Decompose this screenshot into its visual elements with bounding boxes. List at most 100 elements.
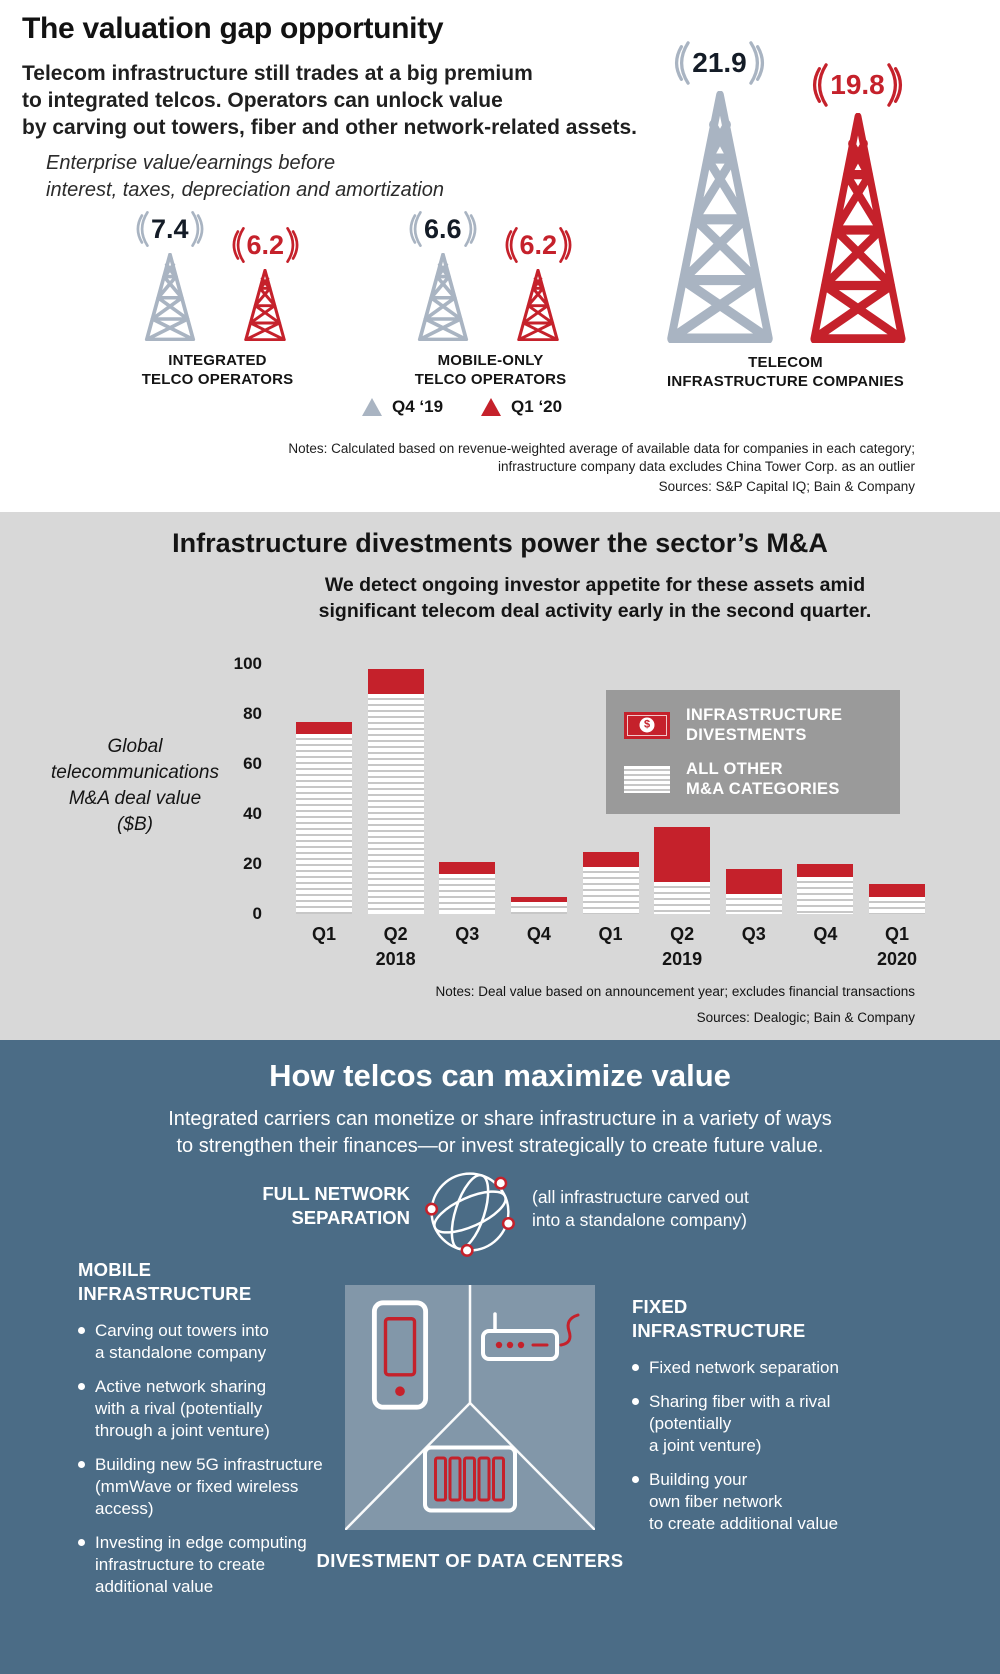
stacked-bar xyxy=(869,884,925,914)
signal-arcs-icon xyxy=(190,211,203,247)
bar-column: Q2 2019 xyxy=(654,664,711,984)
striped-swatch-icon xyxy=(624,765,670,793)
smartphone-icon xyxy=(371,1300,429,1410)
legend-label: Q1 ‘20 xyxy=(511,397,563,416)
column-heading: MOBILE INFRASTRUCTURE xyxy=(78,1259,252,1304)
column-heading: FIXED INFRASTRUCTURE xyxy=(632,1296,806,1341)
legend-label: ALL OTHER M&A CATEGORIES xyxy=(686,760,840,798)
stacked-bar xyxy=(296,721,352,914)
other-ma-segment xyxy=(439,874,496,914)
list-item: Active network sharing with a rival (pot… xyxy=(78,1376,346,1442)
list-item: Investing in edge computing infrastructu… xyxy=(78,1532,346,1598)
signal-arcs-icon xyxy=(887,63,902,107)
chart-legend: INFRASTRUCTURE DIVESTMENTS ALL OTHER M&A… xyxy=(606,690,900,814)
value-label: 6.6 xyxy=(423,213,462,244)
bar-column: Q4 xyxy=(510,664,567,984)
infrastructure-divestments-segment xyxy=(296,721,352,734)
fixed-bullet-list: Fixed network separation Sharing fiber w… xyxy=(632,1357,920,1535)
lattice-tower-icon xyxy=(803,113,913,343)
y-axis-tick: 100 xyxy=(233,654,262,673)
bar-column: Q3 xyxy=(725,664,782,984)
triangle-marker-icon xyxy=(362,398,382,416)
bullet-dot-icon xyxy=(78,1461,85,1468)
year-label: 2020 xyxy=(876,949,918,969)
sources-text: Sources: Dealogic; Bain & Company xyxy=(696,1010,915,1025)
quarter-label: Q1 xyxy=(598,924,623,944)
group-integrated-telco: 7.4 6.2 INTEGRATED TELCO OPERATORS xyxy=(105,210,330,389)
bar-area xyxy=(797,664,854,914)
sources-text: Sources: S&P Capital IQ; Bain & Company xyxy=(658,479,915,494)
legend-label: INFRASTRUCTURE DIVESTMENTS xyxy=(686,706,843,744)
section-maximize-value: How telcos can maximize value Integrated… xyxy=(0,1040,1000,1674)
year-label xyxy=(296,949,352,971)
bullet-dot-icon xyxy=(78,1383,85,1390)
datacenter-divestment-label: DIVESTMENT OF DATA CENTERS xyxy=(316,1550,624,1571)
quarter-label: Q3 xyxy=(455,924,480,944)
value-label: 19.8 xyxy=(830,69,885,100)
mobile-bullet-list: Carving out towers into a standalone com… xyxy=(78,1320,346,1598)
section-subtitle: Integrated carriers can monetize or shar… xyxy=(168,1108,832,1157)
ev-ebitda-value-q4: 7.4 xyxy=(130,210,210,248)
bullet-text: Building your own fiber network to creat… xyxy=(649,1470,839,1533)
group-telecom-infrastructure: 21.9 19.8 TELECOM INFRASTRUCTURE COMPANI… xyxy=(638,40,933,391)
ev-ebitda-value-q1: 6.2 xyxy=(499,226,579,264)
lattice-tower-icon xyxy=(144,253,195,341)
bar-area xyxy=(654,664,711,914)
year-label xyxy=(726,949,782,971)
infrastructure-divestments-segment xyxy=(725,869,782,894)
list-item: Building your own fiber network to creat… xyxy=(632,1469,920,1535)
legend-item-q1: Q1 ‘20 xyxy=(481,397,562,417)
other-ma-segment xyxy=(582,866,639,914)
bullet-dot-icon xyxy=(632,1364,639,1371)
triangle-marker-icon xyxy=(481,398,502,416)
bullet-text: Fixed network separation xyxy=(649,1358,839,1377)
chart-title: Infrastructure divestments power the sec… xyxy=(172,528,828,558)
legend-item-q4: Q4 ‘19 xyxy=(362,397,443,417)
list-item: Fixed network separation xyxy=(632,1357,920,1379)
group-label: INTEGRATED TELCO OPERATORS xyxy=(141,352,294,388)
signal-arcs-icon xyxy=(286,227,299,263)
group-mobile-only-telco: 6.6 6.2 MOBILE-ONLY TELCO OPERATORS xyxy=(378,210,603,389)
bar-column: Q4 xyxy=(797,664,854,984)
stacked-bar xyxy=(654,826,711,914)
y-axis-tick: 20 xyxy=(243,854,262,873)
quarter-legend: Q4 ‘19 Q1 ‘20 xyxy=(362,397,562,417)
bar-chart-plot: Q1 Q2 2018 Q3 Q4 Q1 Q2 2019 Q3 Q4 Q1 2020 xyxy=(288,664,933,984)
signal-arcs-icon xyxy=(136,211,149,247)
signal-arcs-icon xyxy=(813,63,828,107)
bullet-dot-icon xyxy=(632,1476,639,1483)
section-title: How telcos can maximize value xyxy=(269,1058,731,1093)
quarter-label: Q2 xyxy=(383,924,408,944)
bullet-dot-icon xyxy=(78,1539,85,1546)
quarter-label: Q1 xyxy=(884,924,909,944)
other-ma-segment xyxy=(725,894,782,914)
stacked-bar xyxy=(367,669,424,914)
lattice-tower-icon xyxy=(244,269,287,341)
notes-text: Notes: Calculated based on revenue-weigh… xyxy=(288,441,915,474)
bullet-text: Carving out towers into a standalone com… xyxy=(95,1321,269,1362)
ev-ebitda-value-q1: 19.8 xyxy=(805,62,910,108)
y-axis-tick: 60 xyxy=(243,754,262,773)
infrastructure-divestments-segment xyxy=(582,851,639,867)
full-network-separation-desc: (all infrastructure carved out into a st… xyxy=(532,1187,749,1230)
legend-item-other: ALL OTHER M&A CATEGORIES xyxy=(624,759,882,799)
bullet-text: Investing in edge computing infrastructu… xyxy=(95,1533,307,1596)
quarter-label: Q4 xyxy=(526,924,551,944)
infrastructure-divestments-segment xyxy=(510,896,567,902)
y-axis-tick: 40 xyxy=(243,804,262,823)
year-label xyxy=(797,949,853,971)
ev-ebitda-value-q4: 6.6 xyxy=(403,210,483,248)
bar-area xyxy=(367,664,424,914)
y-axis: 100 80 60 40 20 0 xyxy=(226,654,274,923)
value-label: 7.4 xyxy=(150,213,189,244)
notes-text: Notes: Deal value based on announcement … xyxy=(435,984,915,999)
page-subtitle: Telecom infrastructure still trades at a… xyxy=(22,62,637,139)
mobile-infrastructure-column: MOBILE INFRASTRUCTURE Carving out towers… xyxy=(78,1258,346,1614)
quarter-label: Q1 xyxy=(311,924,336,944)
ev-ebitda-value-q1: 6.2 xyxy=(226,226,306,264)
bullet-text: Sharing fiber with a rival (potentially … xyxy=(649,1392,831,1455)
group-label: TELECOM INFRASTRUCTURE COMPANIES xyxy=(666,354,905,390)
signal-arcs-icon xyxy=(675,41,690,85)
year-label xyxy=(439,949,495,971)
